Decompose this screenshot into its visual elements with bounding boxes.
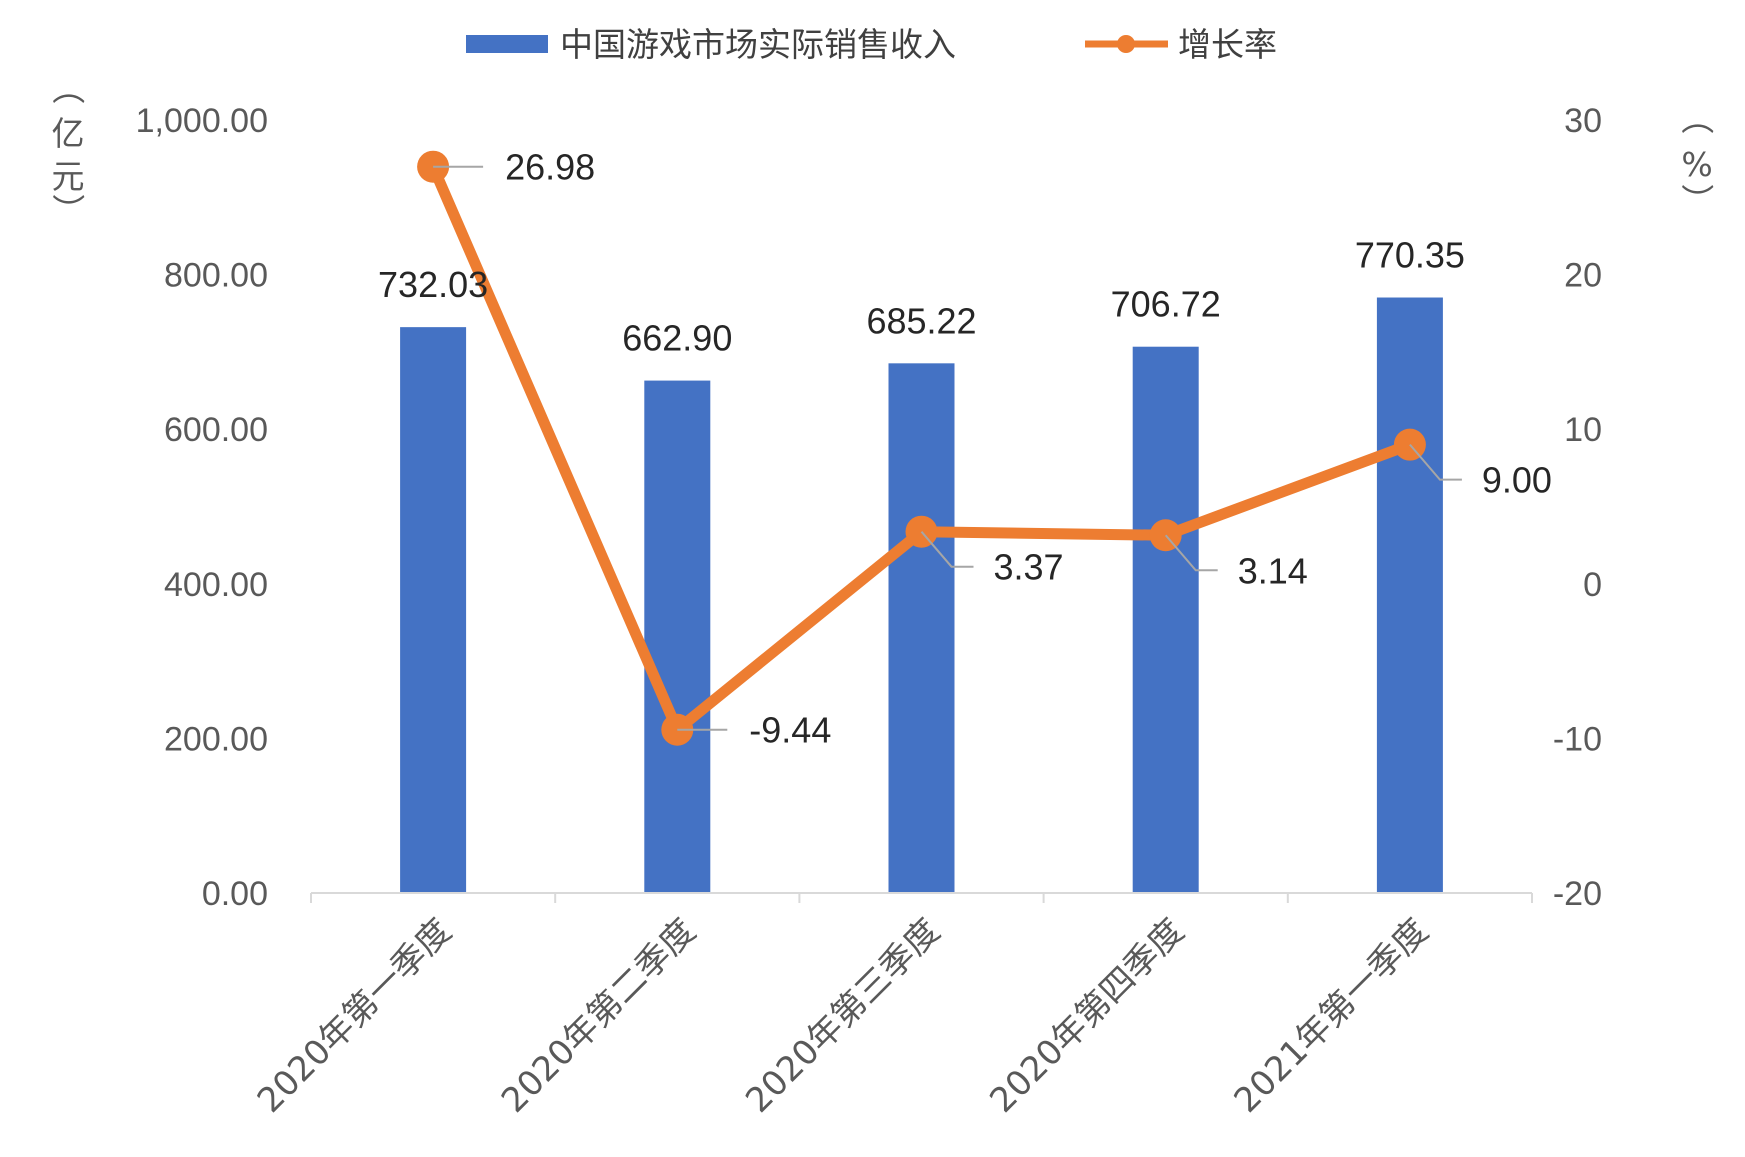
- data-labels: 732.03 662.90 685.22 706.72 770.35 26.98 -9.44…: [378, 147, 1552, 751]
- right-axis-ticks: -20 -10 0 10 20 30: [1553, 102, 1602, 913]
- legend-label-line: 增长率: [1178, 25, 1277, 64]
- right-tick-label: -10: [1553, 720, 1602, 758]
- left-tick-label: 1,000.00: [136, 102, 268, 140]
- right-tick-label: 30: [1564, 102, 1602, 140]
- leader-line: [920, 531, 974, 568]
- category-labels: 2020年第一季度 2020年第二季度 2020年第三季度 2020年第四季度 2021…: [250, 911, 1436, 1121]
- right-tick-label: 10: [1564, 411, 1602, 449]
- leader-line: [1409, 444, 1462, 481]
- bar-data-label: 662.90: [622, 318, 732, 359]
- line-data-label: -9.44: [749, 710, 831, 751]
- legend-swatch-bar: [466, 35, 548, 53]
- bar-data-label: 706.72: [1111, 284, 1221, 325]
- line-data-label: 3.14: [1238, 550, 1308, 591]
- left-tick-label: 0.00: [202, 875, 268, 913]
- bar-series: [400, 297, 1443, 894]
- bar: [644, 380, 711, 893]
- legend: 中国游戏市场实际销售收入 增长率: [466, 25, 1277, 64]
- right-tick-label: 20: [1564, 257, 1602, 295]
- left-unit-char: ）: [48, 194, 87, 227]
- legend-swatch-marker: [1117, 35, 1135, 53]
- bar: [1376, 297, 1443, 894]
- line-data-label: 9.00: [1482, 460, 1552, 501]
- category-label: 2021年第一季度: [1227, 911, 1437, 1121]
- right-unit-char: （: [1677, 102, 1716, 135]
- bar-data-label: 770.35: [1355, 235, 1465, 276]
- category-label: 2020年第三季度: [738, 911, 948, 1121]
- leader-line: [1164, 534, 1218, 572]
- line-data-label: 3.37: [994, 547, 1064, 588]
- left-unit-char: 亿: [52, 114, 85, 153]
- right-axis-unit: （%）: [1677, 102, 1716, 217]
- category-label: 2020年第二季度: [494, 911, 704, 1121]
- bar-data-label: 732.03: [378, 264, 488, 305]
- bar: [400, 327, 467, 893]
- left-axis-ticks: 0.00 200.00 400.00 600.00 800.00 1,000.00: [136, 102, 268, 913]
- category-label: 2020年第四季度: [982, 911, 1192, 1121]
- category-label: 2020年第一季度: [250, 911, 460, 1121]
- left-unit-char: （: [48, 72, 87, 105]
- left-tick-label: 800.00: [164, 257, 268, 295]
- right-unit-char: %: [1681, 145, 1712, 184]
- right-unit-char: ）: [1677, 184, 1716, 217]
- right-tick-label: -20: [1553, 875, 1602, 913]
- legend-label-bar: 中国游戏市场实际销售收入: [560, 25, 956, 64]
- left-axis-unit: （ 亿元）: [48, 72, 87, 227]
- left-tick-label: 400.00: [164, 566, 268, 604]
- x-axis: [310, 892, 1533, 903]
- bar: [888, 363, 955, 893]
- line-data-label: 26.98: [505, 147, 595, 188]
- left-unit-char: 元: [52, 157, 85, 196]
- bar-data-label: 685.22: [866, 300, 976, 341]
- bar: [1132, 346, 1199, 893]
- left-tick-label: 200.00: [164, 720, 268, 758]
- left-tick-label: 600.00: [164, 411, 268, 449]
- right-tick-label: 0: [1583, 566, 1602, 604]
